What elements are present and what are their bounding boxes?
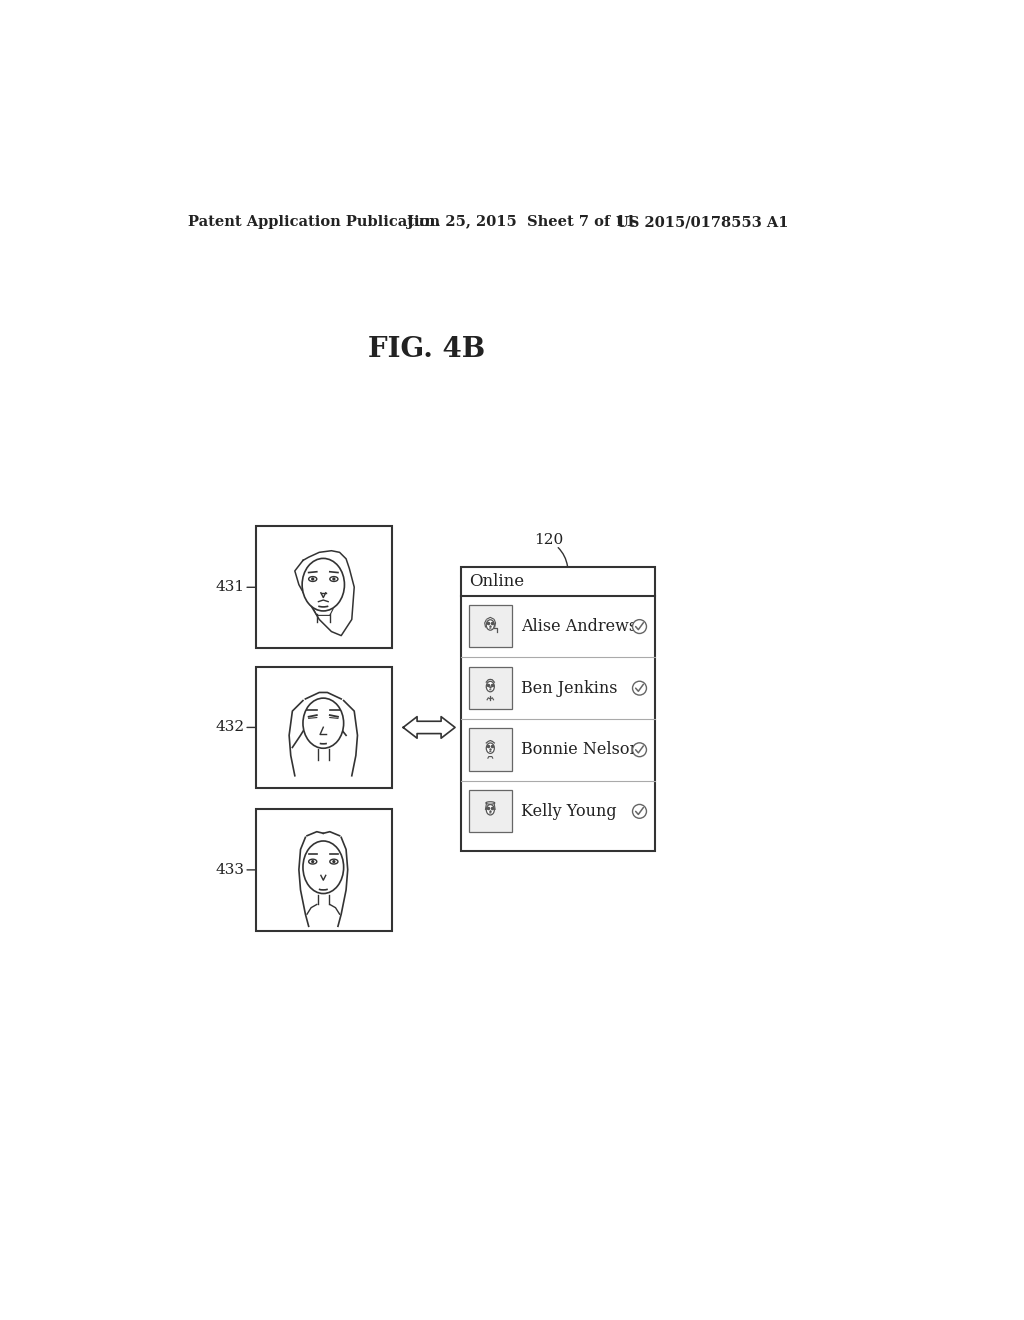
Circle shape	[633, 804, 646, 818]
Ellipse shape	[303, 841, 344, 894]
Text: Jun. 25, 2015  Sheet 7 of 11: Jun. 25, 2015 Sheet 7 of 11	[407, 215, 636, 230]
Ellipse shape	[486, 805, 495, 814]
Bar	[256, 809, 391, 931]
Bar	[461, 566, 655, 851]
Text: Alise Andrews: Alise Andrews	[521, 618, 637, 635]
Text: Kelly Young: Kelly Young	[521, 803, 616, 820]
Circle shape	[633, 743, 646, 756]
Ellipse shape	[308, 859, 316, 865]
Ellipse shape	[486, 681, 495, 692]
Text: 432: 432	[215, 721, 256, 734]
Ellipse shape	[485, 801, 495, 804]
Polygon shape	[299, 837, 324, 927]
Text: 433: 433	[215, 863, 256, 876]
Bar	[469, 605, 512, 647]
Polygon shape	[403, 717, 455, 738]
Text: Online: Online	[469, 573, 524, 590]
Bar	[469, 789, 512, 832]
Polygon shape	[295, 550, 354, 636]
Text: Bonnie Nelson: Bonnie Nelson	[521, 742, 640, 758]
Ellipse shape	[486, 620, 495, 630]
Text: 120: 120	[534, 532, 563, 546]
Ellipse shape	[311, 861, 314, 863]
Bar	[469, 667, 512, 709]
Circle shape	[633, 681, 646, 696]
Text: 431: 431	[215, 581, 256, 594]
Ellipse shape	[311, 577, 314, 581]
Text: Patent Application Publication: Patent Application Publication	[188, 215, 440, 230]
Ellipse shape	[486, 743, 495, 754]
Circle shape	[633, 619, 646, 634]
Text: US 2015/0178553 A1: US 2015/0178553 A1	[616, 215, 788, 230]
Ellipse shape	[332, 577, 336, 581]
Bar	[469, 729, 512, 771]
Bar	[256, 527, 391, 648]
Ellipse shape	[330, 577, 338, 581]
Text: FIG. 4B: FIG. 4B	[369, 335, 485, 363]
Polygon shape	[324, 837, 348, 927]
Ellipse shape	[302, 558, 344, 611]
Ellipse shape	[308, 577, 316, 581]
Ellipse shape	[303, 698, 344, 748]
Bar	[256, 667, 391, 788]
Ellipse shape	[330, 859, 338, 865]
Ellipse shape	[332, 861, 336, 863]
Text: Ben Jenkins: Ben Jenkins	[521, 680, 617, 697]
